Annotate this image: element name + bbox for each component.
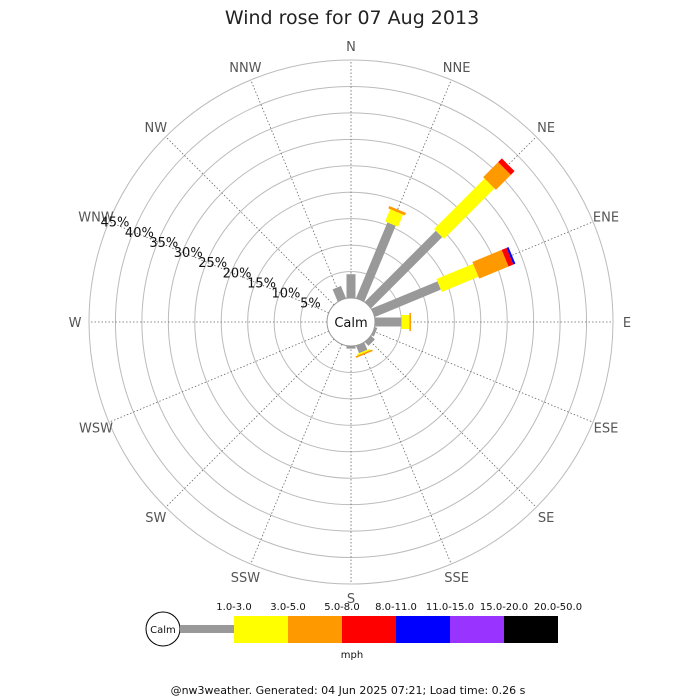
ring-label: 10% bbox=[272, 287, 301, 302]
ring-label: 5% bbox=[300, 297, 321, 312]
legend-swatch-2 bbox=[288, 616, 342, 643]
legend-label-4: 11.0-15.0 bbox=[426, 602, 474, 613]
calm-circle bbox=[326, 297, 376, 347]
bar-ne-bin-3 bbox=[498, 158, 515, 175]
legend-swatch-4 bbox=[396, 616, 450, 643]
direction-label-se: SE bbox=[538, 511, 554, 526]
bar-sse-bin-0 bbox=[356, 342, 368, 354]
bar-ene-bin-4 bbox=[506, 247, 516, 265]
bar-sse-bin-1 bbox=[356, 348, 371, 356]
direction-label-w: W bbox=[69, 316, 82, 331]
ring-label: 25% bbox=[198, 256, 227, 271]
spoke-sse bbox=[359, 344, 452, 565]
legend-swatch-5 bbox=[450, 616, 504, 643]
spoke-nw bbox=[165, 136, 335, 306]
spoke-sw bbox=[165, 338, 335, 508]
legend-label-2: 5.0-8.0 bbox=[324, 602, 359, 613]
legend-swatch-3 bbox=[342, 616, 396, 643]
ring-9 bbox=[88, 59, 614, 585]
chart-title: Wind rose for 07 Aug 2013 bbox=[225, 7, 479, 29]
legend-swatch-0 bbox=[180, 625, 234, 633]
spoke-se bbox=[367, 338, 537, 508]
bar-ene-bin-2 bbox=[472, 249, 509, 279]
bar-ene-bin-3 bbox=[501, 247, 514, 267]
bar-sse-bin-2 bbox=[355, 349, 373, 358]
direction-label-e: E bbox=[623, 316, 631, 331]
legend-calm-label: Calm bbox=[150, 625, 176, 636]
direction-label-wsw: WSW bbox=[79, 422, 113, 437]
legend-label-0: 1.0-3.0 bbox=[216, 602, 251, 613]
legend-label-3: 8.0-11.0 bbox=[375, 602, 417, 613]
ring-label: 20% bbox=[223, 266, 252, 281]
calm-label: Calm bbox=[334, 316, 367, 331]
ring-label: 30% bbox=[174, 246, 203, 261]
legend-swatch-1 bbox=[234, 616, 288, 643]
direction-labels: N NNE NE ENE E ESE SE SSE S SSW SW WSW W WNW NW NNW bbox=[69, 40, 632, 607]
legend-label-6: 20.0-50.0 bbox=[534, 602, 582, 613]
spoke-ssw bbox=[250, 344, 343, 565]
bar-nne-bin-1 bbox=[385, 209, 404, 227]
bar-ene-bin-1 bbox=[436, 263, 479, 292]
direction-label-nne: NNE bbox=[443, 61, 471, 76]
bar-ne-bin-2 bbox=[483, 162, 511, 190]
bar-nne-bin-0 bbox=[356, 222, 396, 302]
legend-label-5: 15.0-20.0 bbox=[480, 602, 528, 613]
direction-label-nw: NW bbox=[145, 121, 168, 136]
spoke-wnw bbox=[108, 221, 329, 314]
bar-ene-bin-0 bbox=[371, 281, 441, 317]
bar-se-bin-0 bbox=[364, 335, 375, 346]
spoke-ese bbox=[373, 330, 594, 423]
bar-ne-bin-0 bbox=[364, 230, 443, 309]
ring-label: 40% bbox=[125, 226, 154, 241]
direction-label-ssw: SSW bbox=[231, 571, 261, 586]
legend-label-1: 3.0-5.0 bbox=[270, 602, 305, 613]
ring-8 bbox=[114, 85, 588, 559]
calm-circle-group: Calm bbox=[326, 297, 376, 347]
bar-nne-bin-2 bbox=[388, 205, 406, 216]
ring-label: 45% bbox=[100, 216, 129, 231]
footer: @nw3weather. Generated: 04 Jun 2025 07:2… bbox=[171, 684, 526, 697]
direction-label-nnw: NNW bbox=[229, 61, 261, 76]
spoke-wsw bbox=[108, 330, 329, 423]
direction-label-n: N bbox=[346, 40, 356, 55]
bar-ne-bin-1 bbox=[434, 178, 495, 239]
ring-labels: 5%10%15%20%25%30%35%40%45% bbox=[100, 216, 320, 312]
direction-label-sw: SW bbox=[145, 511, 166, 526]
direction-label-ene: ENE bbox=[593, 210, 619, 225]
direction-label-ne: NE bbox=[537, 121, 555, 136]
direction-label-s: S bbox=[347, 592, 355, 607]
legend-unit: mph bbox=[341, 650, 363, 661]
spoke-nnw bbox=[250, 79, 343, 300]
legend: Calm 1.0-3.0 3.0-5.0 5.0-8.0 8.0-11.0 11.0-1… bbox=[145, 602, 582, 661]
direction-label-sse: SSE bbox=[444, 571, 469, 586]
direction-label-wnw: WNW bbox=[78, 210, 114, 225]
direction-label-ese: ESE bbox=[594, 422, 619, 437]
ring-5 bbox=[194, 165, 508, 479]
ring-7 bbox=[141, 112, 561, 532]
legend-swatch-6 bbox=[504, 616, 558, 643]
ring-3 bbox=[247, 218, 455, 426]
bar-nnw-bin-0 bbox=[332, 285, 346, 302]
ring-label: 35% bbox=[149, 236, 178, 251]
ring-label: 15% bbox=[247, 276, 276, 291]
